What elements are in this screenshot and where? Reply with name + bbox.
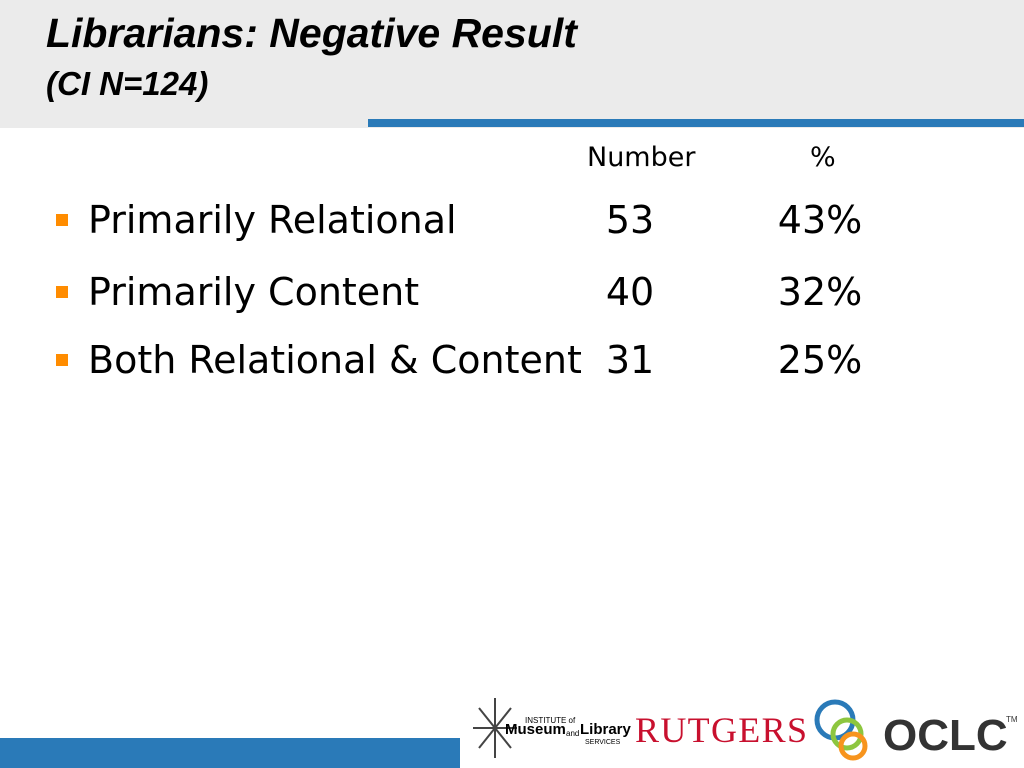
row-label: Primarily Content: [88, 270, 420, 314]
imls-logo: INSTITUTE of Museum and Library SERVICES: [473, 698, 632, 758]
rutgers-logo: RUTGERS: [635, 710, 807, 750]
footer-band: [0, 738, 460, 768]
oclc-rings: [814, 699, 868, 761]
imls-text: INSTITUTE of: [525, 716, 576, 725]
column-header: %: [810, 142, 836, 173]
bullet: [56, 214, 68, 226]
row-label: Both Relational & Content: [88, 338, 582, 382]
bullet: [56, 286, 68, 298]
logos: INSTITUTE of Museum and Library SERVICES…: [473, 698, 1018, 761]
bullet: [56, 354, 68, 366]
imls-text: Library: [580, 721, 632, 738]
row-percent: 32%: [777, 270, 863, 314]
row-number: 53: [605, 198, 655, 242]
row-label: Primarily Relational: [88, 198, 457, 242]
row-percent: 43%: [777, 198, 863, 242]
trademark: TM: [1006, 715, 1018, 724]
header-rule: [368, 119, 1024, 127]
imls-text: SERVICES: [585, 739, 621, 746]
title: Librarians: Negative Result: [46, 10, 577, 56]
row-number: 40: [605, 270, 655, 314]
column-header: Number: [587, 142, 696, 173]
imls-text: and: [566, 729, 579, 738]
row-percent: 25%: [777, 338, 863, 382]
imls-text: Museum: [505, 721, 566, 738]
row-number: 31: [605, 338, 655, 382]
header-band: [0, 0, 1024, 128]
oclc-logo: OCLC: [883, 711, 1008, 760]
subtitle: (CI N=124): [46, 65, 209, 102]
